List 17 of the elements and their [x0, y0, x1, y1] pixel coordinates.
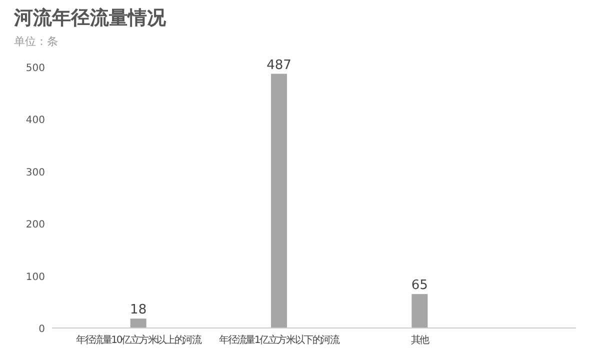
y-tick-label: 100: [26, 272, 45, 283]
bar: [271, 74, 287, 328]
y-tick-label: 400: [26, 115, 45, 126]
bar: [130, 318, 146, 328]
x-tick-label: 其他: [410, 334, 430, 346]
y-tick-label: 200: [26, 220, 45, 231]
y-tick-label: 0: [38, 324, 45, 335]
y-tick-label: 300: [26, 167, 45, 178]
bar: [412, 294, 428, 328]
data-label: 18: [130, 302, 147, 318]
chart-title: 河流年径流量情况: [13, 7, 167, 29]
chart-subtitle: 单位：条: [14, 35, 58, 48]
data-label: 65: [411, 278, 428, 294]
data-label: 487: [266, 58, 292, 73]
x-tick-label: 年径流量10亿立方米以上的河流: [76, 334, 202, 346]
x-tick-label: 年径流量1亿立方米以下的河流: [219, 334, 340, 346]
y-tick-label: 500: [26, 63, 45, 74]
